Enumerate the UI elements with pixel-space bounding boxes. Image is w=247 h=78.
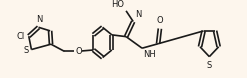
Text: HO: HO (111, 0, 124, 9)
Text: O: O (75, 47, 82, 56)
Text: O: O (157, 16, 163, 25)
Text: Cl: Cl (16, 32, 24, 41)
Text: S: S (23, 46, 29, 55)
Text: S: S (207, 61, 212, 70)
Text: N: N (36, 15, 43, 24)
Text: NH: NH (143, 50, 156, 59)
Text: N: N (135, 10, 141, 19)
